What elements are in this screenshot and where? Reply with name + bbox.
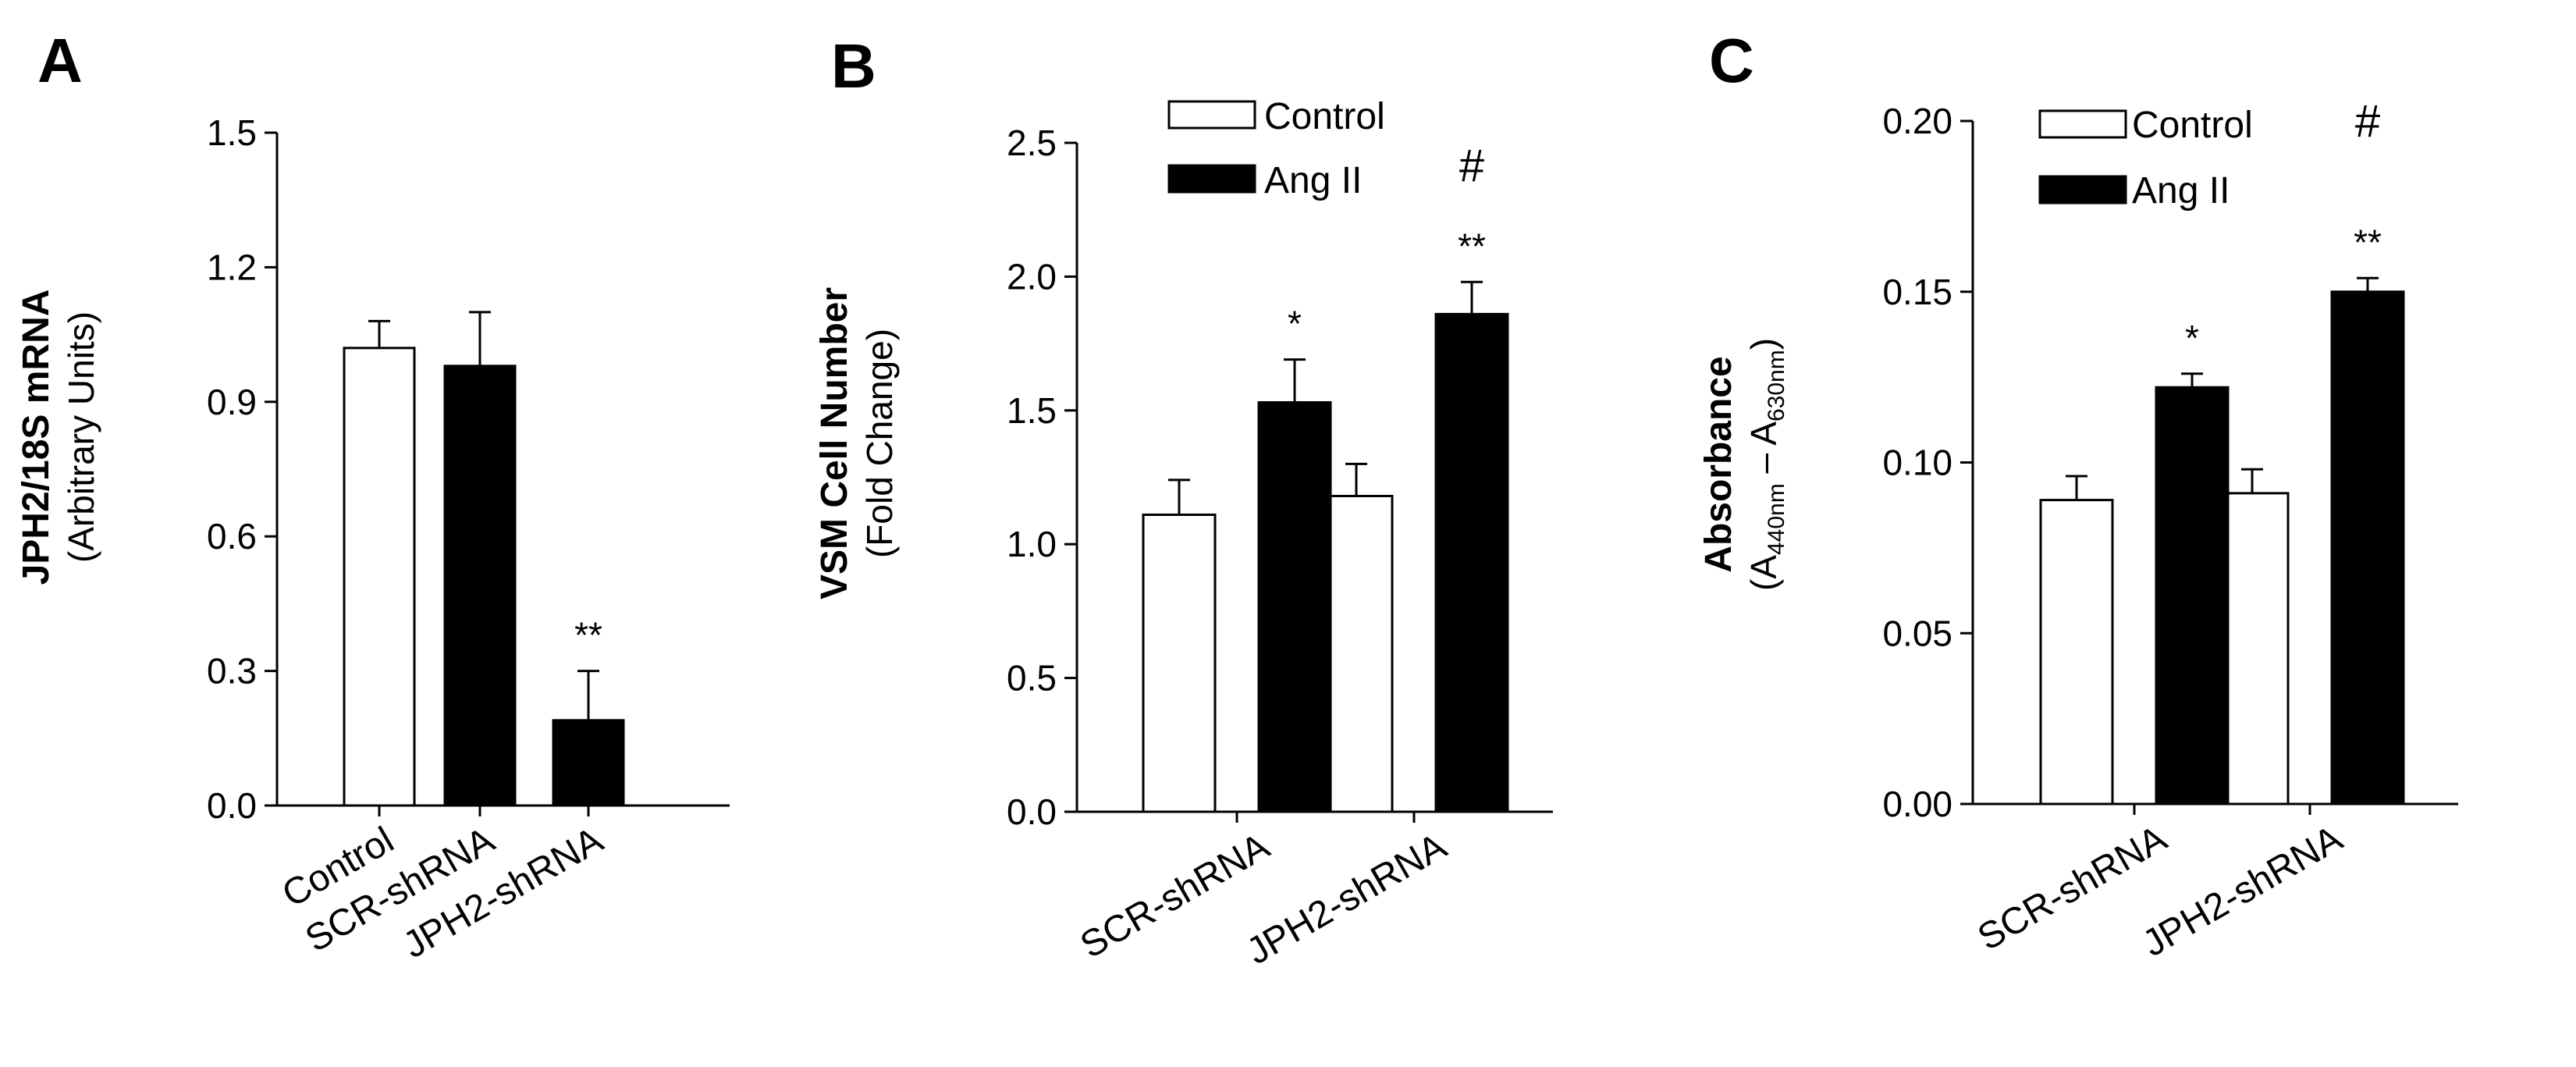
y-tick-label: 0.6 — [207, 516, 257, 557]
panel-b: B VSM Cell Number (Fold Change) Control … — [814, 31, 1553, 973]
panel-a-letter: A — [37, 26, 83, 95]
y-tick-label: 1.2 — [207, 247, 257, 287]
y-tick-label: 0.9 — [207, 382, 257, 422]
y-tick-label: 1.5 — [207, 112, 257, 153]
panel-b-legend: Control Ang II — [1167, 96, 1385, 201]
bar — [2155, 386, 2230, 806]
panel-a: A JPH2/18S mRNA (Arbitrary Units) 0.0 0.3… — [16, 26, 730, 966]
significance-label: ** — [1458, 226, 1486, 266]
y-tick-label: 0.5 — [1007, 658, 1057, 699]
panel-c-ylabel-sub-part: 440nm — [1764, 483, 1789, 555]
panel-b-letter: B — [831, 31, 876, 101]
y-tick-label: 0.15 — [1882, 272, 1952, 312]
bar — [1257, 401, 1332, 813]
panel-c-legend: Control Ang II — [2038, 105, 2253, 212]
panel-a-ylabel: JPH2/18S mRNA — [16, 290, 57, 585]
significance-label: * — [1288, 304, 1302, 344]
panel-c-ylabel: Absorbance — [1698, 356, 1739, 572]
panel-b-legend-angii: Ang II — [1264, 160, 1362, 201]
y-tick-label: 2.5 — [1007, 123, 1057, 163]
panel-c-legend-swatch-angii — [2038, 175, 2127, 205]
panel-c-legend-control: Control — [2132, 105, 2253, 146]
panel-c-ylabel-sub-part: 630nm — [1764, 350, 1789, 421]
y-tick-label: 0.05 — [1882, 613, 1952, 653]
y-tick-label: 1.0 — [1007, 524, 1057, 564]
panel-c-ylabel-sub-part: (A — [1743, 555, 1784, 591]
hash-label: # — [2355, 96, 2380, 147]
panel-c-legend-swatch-control — [2038, 109, 2127, 139]
y-tick-label: 1.5 — [1007, 390, 1057, 431]
y-tick-label: 0.10 — [1882, 443, 1952, 483]
panel-c-ylabel-sub: (A440nm – A630nm) — [1743, 338, 1789, 591]
panel-a-axes: 0.0 0.3 0.6 0.9 1.2 1.5 — [207, 112, 730, 826]
bar — [552, 719, 625, 807]
bar — [2330, 290, 2405, 806]
x-category-label: JPH2-shRNA — [1240, 826, 1454, 973]
bar — [343, 347, 416, 807]
panel-b-ylabel: VSM Cell Number — [814, 287, 855, 599]
panel-c-ylabel-sub-part: – A — [1743, 421, 1784, 484]
y-tick-label: 0.00 — [1882, 784, 1952, 824]
bar — [1434, 312, 1509, 813]
y-tick-label: 0.0 — [207, 785, 257, 826]
hash-label: # — [1459, 140, 1484, 191]
panel-b-ylabel-sub: (Fold Change) — [859, 329, 900, 558]
panel-c: C Absorbance (A440nm – A630nm) Control A… — [1698, 26, 2458, 965]
y-tick-label: 2.0 — [1007, 256, 1057, 297]
panel-b-legend-swatch-angii — [1167, 164, 1256, 194]
y-tick-label: 0.20 — [1882, 101, 1952, 141]
panel-b-legend-control: Control — [1264, 96, 1385, 137]
panel-c-ylabel-sub-part: ) — [1743, 338, 1784, 350]
bar — [2039, 499, 2114, 806]
y-tick-label: 0.0 — [1007, 791, 1057, 832]
significance-label: * — [2185, 318, 2199, 358]
significance-label: ** — [574, 615, 602, 656]
bar — [1142, 513, 1217, 813]
x-category-label: JPH2-shRNA — [2136, 818, 2350, 966]
significance-label: ** — [2354, 222, 2382, 262]
bar — [1319, 494, 1394, 813]
panel-b-legend-swatch-control — [1167, 100, 1256, 130]
panel-c-legend-angii: Ang II — [2132, 170, 2230, 212]
panel-a-ylabel-sub: (Arbitrary Units) — [61, 311, 101, 563]
bar — [443, 365, 517, 807]
panel-c-letter: C — [1709, 26, 1754, 95]
y-tick-label: 0.3 — [207, 651, 257, 692]
